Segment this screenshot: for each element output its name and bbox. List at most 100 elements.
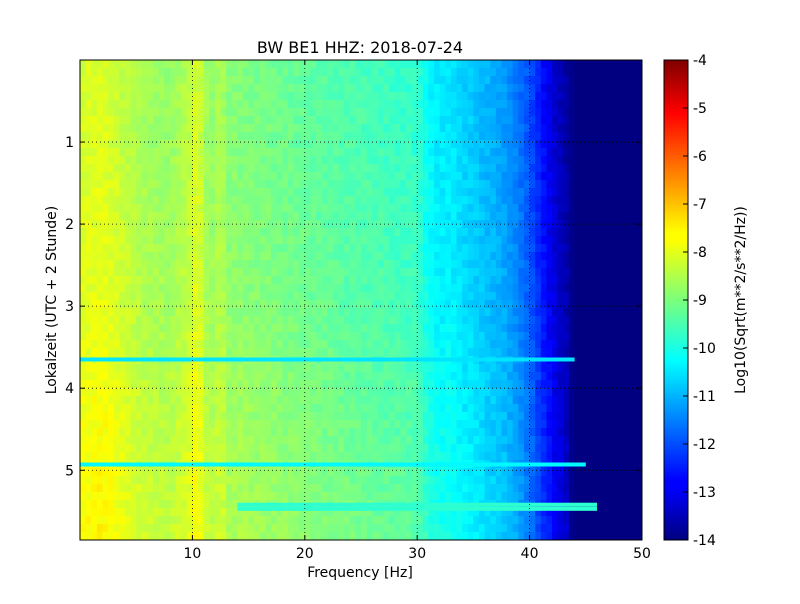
- heatmap-cell: [389, 148, 396, 157]
- heatmap-cell: [400, 172, 407, 181]
- heatmap-cell: [304, 180, 312, 189]
- heatmap-cell: [389, 436, 396, 445]
- heatmap-cell: [186, 156, 193, 165]
- heatmap-cell: [366, 212, 373, 221]
- heatmap-cell: [608, 340, 615, 349]
- heatmap-cell: [355, 268, 362, 277]
- heatmap-cell: [507, 316, 514, 325]
- heatmap-cell: [377, 300, 385, 309]
- heatmap-cell: [153, 92, 160, 101]
- heatmap-cell: [181, 180, 188, 189]
- heatmap-cell: [349, 412, 356, 421]
- heatmap-cell: [220, 244, 227, 253]
- heatmap-cell: [462, 308, 469, 317]
- heatmap-cell: [613, 92, 621, 101]
- heatmap-cell: [198, 292, 205, 301]
- heatmap-cell: [203, 348, 210, 357]
- heatmap-cell: [198, 452, 205, 461]
- heatmap-cell: [462, 76, 469, 85]
- heatmap-cell: [490, 148, 497, 157]
- heatmap-cell: [338, 436, 345, 445]
- heatmap-cell: [405, 308, 413, 317]
- heatmap-cell: [462, 204, 469, 213]
- heatmap-cell: [535, 196, 542, 205]
- heatmap-cell: [372, 236, 379, 245]
- heatmap-cell: [507, 244, 514, 253]
- heatmap-cell: [557, 372, 564, 381]
- heatmap-cell: [147, 140, 154, 149]
- heatmap-cell: [186, 388, 193, 397]
- heatmap-cell: [597, 140, 604, 149]
- heatmap-cell: [271, 100, 278, 109]
- heatmap-cell: [186, 324, 193, 333]
- heatmap-cell: [310, 380, 317, 389]
- heatmap-cell: [557, 116, 564, 125]
- heatmap-cell: [169, 444, 177, 453]
- heatmap-cell: [546, 436, 553, 445]
- heatmap-cell: [585, 444, 593, 453]
- heatmap-cell: [574, 196, 581, 205]
- heatmap-cell: [597, 404, 604, 413]
- heatmap-cell: [344, 348, 351, 357]
- heatmap-cell: [293, 244, 300, 253]
- heatmap-cell: [214, 84, 222, 93]
- heatmap-cell: [411, 396, 418, 405]
- heatmap-cell: [299, 388, 306, 397]
- heatmap-cell: [585, 100, 593, 109]
- heatmap-cell: [265, 76, 272, 85]
- heatmap-cell: [344, 100, 351, 109]
- heatmap-cell: [231, 172, 238, 181]
- heatmap-cell: [332, 92, 340, 101]
- heatmap-cell: [383, 284, 390, 293]
- heatmap-cell: [181, 348, 188, 357]
- heatmap-cell: [473, 84, 480, 93]
- heatmap-cell: [507, 348, 514, 357]
- heatmap-cell: [479, 324, 486, 333]
- heatmap-cell: [394, 292, 401, 301]
- heatmap-cell: [332, 84, 340, 93]
- heatmap-cell: [490, 332, 497, 341]
- heatmap-cell: [344, 372, 351, 381]
- heatmap-cell: [479, 316, 486, 325]
- heatmap-cell: [259, 252, 267, 261]
- heatmap-cell: [192, 60, 199, 69]
- heatmap-cell: [119, 76, 126, 85]
- heatmap-cell: [102, 148, 109, 157]
- heatmap-cell: [490, 156, 497, 165]
- heatmap-cell: [271, 300, 278, 309]
- heatmap-cell: [434, 196, 441, 205]
- heatmap-cell: [389, 268, 396, 277]
- heatmap-cell: [484, 204, 491, 213]
- heatmap-cell: [523, 60, 531, 69]
- heatmap-cell: [630, 92, 637, 101]
- heatmap-cell: [479, 252, 486, 261]
- heatmap-cell: [153, 68, 160, 77]
- heatmap-cell: [495, 420, 503, 429]
- heatmap-cell: [85, 404, 92, 413]
- heatmap-cell: [147, 100, 154, 109]
- heatmap-cell: [203, 188, 210, 197]
- heatmap-cell: [490, 308, 497, 317]
- heatmap-cell: [344, 332, 351, 341]
- heatmap-cell: [417, 244, 424, 253]
- heatmap-cell: [552, 364, 559, 373]
- heatmap-cell: [473, 236, 480, 245]
- heatmap-cell: [147, 428, 154, 437]
- heatmap-cell: [214, 404, 222, 413]
- heatmap-cell: [231, 76, 238, 85]
- heatmap-cell: [119, 180, 126, 189]
- heatmap-cell: [203, 244, 210, 253]
- heatmap-cell: [501, 316, 508, 325]
- heatmap-cell: [619, 428, 626, 437]
- heatmap-cell: [327, 252, 334, 261]
- heatmap-cell: [495, 220, 503, 229]
- heatmap-cell: [175, 404, 182, 413]
- heatmap-cell: [456, 132, 463, 141]
- heatmap-cell: [512, 84, 519, 93]
- heatmap-cell: [608, 108, 615, 117]
- heatmap-cell: [96, 436, 104, 445]
- heatmap-cell: [141, 212, 149, 221]
- heatmap-cell: [484, 196, 491, 205]
- heatmap-cell: [220, 364, 227, 373]
- heatmap-cell: [186, 188, 193, 197]
